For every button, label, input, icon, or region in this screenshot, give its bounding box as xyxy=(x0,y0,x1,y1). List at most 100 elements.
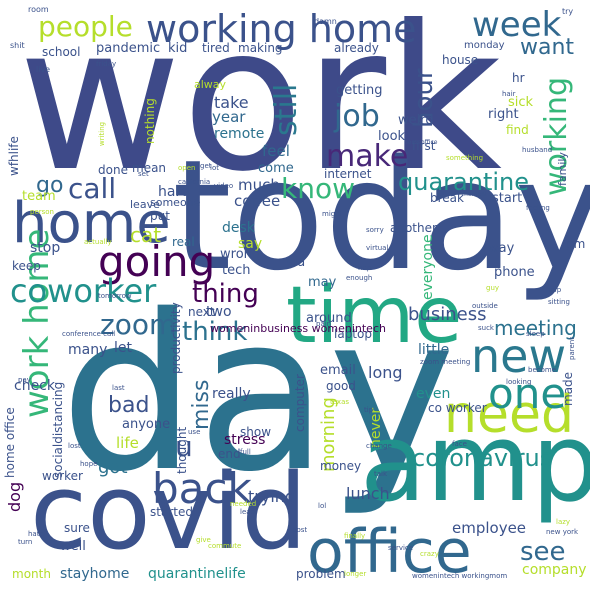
word-one: one xyxy=(488,369,566,418)
word-hour: hour xyxy=(409,68,439,128)
word-hair: hair xyxy=(502,90,516,98)
word-way: way xyxy=(488,241,515,256)
word-let: let xyxy=(114,340,133,356)
word-something: something xyxy=(446,154,483,162)
word-full: full xyxy=(240,448,251,456)
word-see: see xyxy=(520,537,566,567)
word-business: business xyxy=(408,304,486,325)
word-already: already xyxy=(334,41,379,55)
word-new-york: new york xyxy=(546,528,579,536)
word-find: find xyxy=(506,123,529,137)
word-room: room xyxy=(28,5,49,14)
word-last: last xyxy=(112,384,125,392)
word-everyone: everyone xyxy=(420,234,436,300)
word-another: another xyxy=(390,221,437,235)
word-quarantine: quarantine xyxy=(398,168,529,196)
word-computer: computer xyxy=(293,374,307,432)
word-service: service xyxy=(388,544,413,552)
word-problem: problem xyxy=(296,567,346,581)
word-check: check xyxy=(14,378,56,394)
word-use: use xyxy=(188,428,200,436)
word-back: back xyxy=(152,464,252,513)
word-leave: leave xyxy=(130,198,160,211)
word-want: want xyxy=(520,35,574,60)
word-amp: amp xyxy=(360,401,590,526)
word-moment: moment xyxy=(462,191,488,198)
word-started: started xyxy=(150,505,193,519)
word-today: today xyxy=(172,127,590,304)
word-commute: commute xyxy=(208,542,241,550)
word-turn: turn xyxy=(18,538,32,546)
word-california: california xyxy=(178,178,210,186)
word-crazy: crazy xyxy=(420,550,439,558)
word-talk: talk xyxy=(374,470,388,478)
word-working: working xyxy=(539,77,574,196)
word-coworker: coworker xyxy=(10,272,157,310)
word-alway: alway xyxy=(194,78,227,91)
word-need: need xyxy=(444,385,574,445)
word-nothing: nothing xyxy=(143,98,157,144)
word-wrong: wrong xyxy=(220,247,260,262)
word-first: first xyxy=(412,139,436,153)
word-outside: outside xyxy=(472,302,498,310)
word-suck: suck xyxy=(478,324,495,332)
word-year: year xyxy=(212,108,246,126)
word-phone: phone xyxy=(494,265,535,280)
word-mean: mean xyxy=(132,161,166,175)
word-go: go xyxy=(36,173,63,198)
word-live: live xyxy=(36,65,50,74)
word-good: good xyxy=(326,379,356,393)
word-face: face xyxy=(452,440,467,448)
word-feeling: feeling xyxy=(526,204,550,212)
word-nap: nap xyxy=(358,264,372,272)
word-company: company xyxy=(522,562,587,578)
word-team: team xyxy=(22,189,56,204)
word-getting: getting xyxy=(336,83,383,98)
word-longer: longer xyxy=(344,570,366,578)
word-done: done xyxy=(98,163,128,177)
word-show: show xyxy=(240,425,271,439)
word-tired: tired xyxy=(202,41,230,55)
word-thing: thing xyxy=(192,279,259,309)
word-bad: bad xyxy=(108,393,149,418)
word-stop: stop xyxy=(30,240,60,256)
word-even: even xyxy=(416,386,450,402)
word-never: never xyxy=(368,408,384,448)
word-end: end xyxy=(218,447,241,461)
word-keep: keep xyxy=(12,259,41,273)
word-time: time xyxy=(286,271,462,361)
word-person: person xyxy=(30,208,54,216)
word-money: money xyxy=(320,459,361,473)
word-hr: hr xyxy=(512,71,525,85)
word-little: little xyxy=(418,342,449,358)
word-hope: hope xyxy=(80,460,97,468)
word-home: home xyxy=(12,191,171,256)
word-hate: hate xyxy=(28,530,44,538)
word-quarantinelife: quarantinelife xyxy=(148,566,246,582)
word-set: set xyxy=(138,170,149,178)
word-lol: lol xyxy=(318,502,326,510)
word-parent: parent xyxy=(568,337,576,360)
word-lot: lot xyxy=(210,164,219,172)
word-socialdistancing: socialdistancing xyxy=(51,382,65,478)
word-needed: needed xyxy=(230,500,256,508)
word-remote: remote xyxy=(214,126,264,142)
word-pay: pay xyxy=(18,376,31,384)
word-post: post xyxy=(292,526,307,534)
word-pm: pm xyxy=(566,237,585,251)
word-make: make xyxy=(326,139,408,174)
word-real: real xyxy=(172,235,195,249)
word-get: get xyxy=(200,162,212,170)
word-desk: desk xyxy=(222,220,256,236)
word-day: day xyxy=(60,268,455,519)
word-pain: pain xyxy=(316,320,331,328)
word-friday: friday xyxy=(96,60,116,68)
word-sitting: sitting xyxy=(548,298,570,306)
word-shit: shit xyxy=(10,41,25,50)
word-damn: damn xyxy=(314,17,337,26)
word-kid: kid xyxy=(168,41,187,56)
word-put: put xyxy=(150,209,170,223)
word-come: come xyxy=(258,161,294,176)
word-weird: weird xyxy=(398,113,434,128)
